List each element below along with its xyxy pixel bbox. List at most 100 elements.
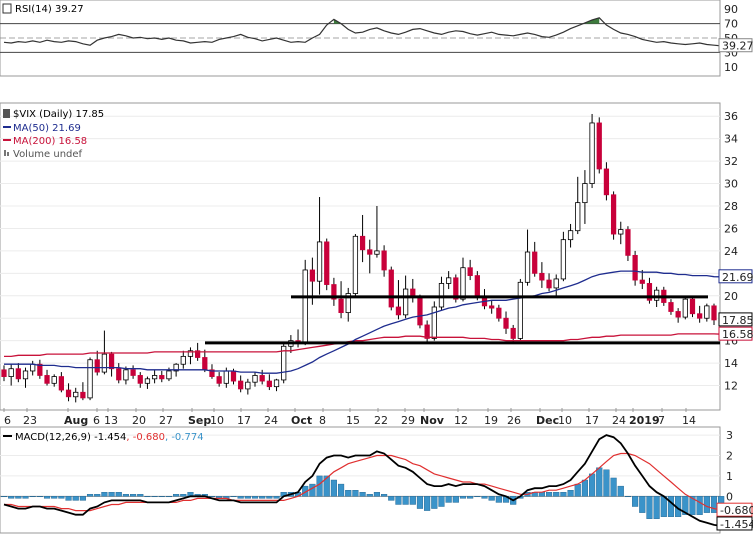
macd-histogram-bar	[416, 496, 424, 509]
candle-body-down	[668, 302, 674, 312]
candle-body-down	[1, 369, 7, 377]
rsi-icon	[2, 3, 12, 14]
rsi-title: RSI(14) 39.27	[2, 3, 84, 15]
macd-title-text: MACD(12,26,9) -1.454, -0.680, -0.774	[15, 432, 204, 443]
x-axis-label-Dec: Dec	[536, 414, 559, 427]
candle-body-up	[682, 298, 688, 318]
macd-histogram-bar	[309, 483, 316, 497]
candle-body-up	[446, 277, 452, 284]
candle-body-up	[123, 369, 129, 381]
macd-histogram-bar	[158, 496, 165, 498]
candle	[446, 271, 452, 290]
macd-histogram-bar	[445, 496, 452, 503]
candle	[460, 257, 466, 302]
candle	[560, 231, 567, 282]
macd-histogram-bar	[29, 496, 36, 498]
candle	[438, 276, 445, 311]
x-axis-label-24: 24	[264, 414, 278, 427]
macd-histogram-bar	[388, 496, 395, 501]
macd-histogram-bar	[108, 492, 115, 497]
macd-histogram-bar	[130, 494, 137, 497]
candle	[259, 369, 265, 385]
candle-body-up	[438, 283, 445, 308]
macd-title-macd: MACD(12,26,9) -1.454	[15, 432, 126, 443]
candle-body-down	[116, 368, 122, 381]
macd-histogram-bar	[646, 496, 653, 519]
candle-body-up	[345, 293, 351, 314]
candle-body-up	[51, 376, 57, 384]
macd-histogram-bar	[710, 496, 718, 513]
x-axis-label-7: 7	[658, 414, 665, 427]
macd-histogram-bar	[574, 483, 581, 497]
macd-histogram-bar	[617, 485, 624, 497]
candle-body-up	[187, 350, 194, 357]
candle	[37, 359, 43, 379]
candle	[610, 191, 617, 240]
candle-body-up	[281, 345, 287, 381]
candle	[108, 351, 115, 377]
macd-histogram-bar	[58, 496, 65, 499]
candle	[345, 287, 351, 322]
macd-series	[0, 434, 725, 527]
price-y-tick-32: 32	[724, 155, 738, 168]
candle-body-down	[639, 279, 645, 284]
candle	[180, 350, 186, 369]
candle-body-down	[689, 298, 696, 315]
candle	[273, 378, 280, 392]
x-axis-label-6: 6	[4, 414, 11, 427]
candle-body-down	[324, 241, 330, 285]
ma50-line	[4, 270, 722, 374]
candle-body-down	[94, 359, 100, 373]
macd-histogram-bar	[94, 494, 101, 497]
candle-body-down	[367, 249, 373, 255]
macd-histogram-bar	[409, 496, 416, 505]
candle-body-down	[503, 317, 509, 329]
candle	[359, 214, 366, 263]
candle	[144, 376, 151, 389]
candle-body-up	[73, 391, 79, 398]
x-axis-label-27: 27	[159, 414, 173, 427]
candle-body-up	[431, 306, 437, 339]
candle-body-down	[137, 375, 143, 384]
macd-histogram-bar	[366, 494, 373, 497]
macd-histogram-bar	[144, 496, 151, 498]
x-axis-label-14: 14	[682, 414, 696, 427]
macd-histogram-bar	[682, 496, 689, 515]
candle	[15, 363, 21, 383]
macd-histogram-bar	[431, 496, 438, 509]
candle-body-down	[259, 375, 265, 382]
price-current-value-box	[718, 312, 753, 327]
candle	[524, 229, 531, 286]
macd-histogram-bar	[0, 496, 8, 498]
candle	[367, 239, 373, 274]
candle	[22, 367, 29, 388]
candle-body-up	[245, 381, 251, 390]
macd-histogram-bar	[632, 496, 639, 507]
price-y-tick-24: 24	[724, 245, 738, 258]
macd-histogram-bar	[545, 492, 553, 497]
candle-body-down	[195, 350, 201, 358]
candle	[632, 250, 638, 286]
macd-histogram-bar	[495, 496, 502, 503]
macd-histogram-bar	[381, 494, 388, 497]
ma200-value-tag-box	[718, 326, 753, 341]
x-axis-label-13: 13	[104, 414, 118, 427]
macd-y-tick-1: 1	[726, 470, 733, 483]
candle-body-down	[539, 272, 545, 281]
macd-histogram-bar	[395, 496, 402, 505]
macd-histogram-bar	[316, 475, 323, 497]
macd-title-histogram: , -0.774	[165, 432, 204, 443]
candle-body-down	[625, 229, 631, 256]
candle	[352, 234, 359, 297]
candle-body-down	[37, 363, 43, 376]
candle	[618, 221, 624, 245]
macd-histogram-bar	[266, 496, 273, 499]
candle-body-down	[338, 298, 344, 314]
candle-body-down	[474, 275, 480, 298]
macd-current-value-box	[716, 516, 753, 531]
macd-y-tick-0: 0	[726, 490, 733, 503]
candle-body-down	[632, 254, 638, 281]
macd-histogram-bar	[596, 467, 603, 497]
x-axis-label-19: 19	[484, 414, 498, 427]
